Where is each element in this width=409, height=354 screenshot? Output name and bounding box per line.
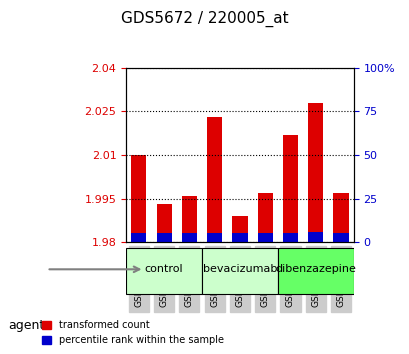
Bar [156,204,171,242]
Text: GDS5672 / 220005_at: GDS5672 / 220005_at [121,11,288,27]
Bar [156,233,171,242]
FancyBboxPatch shape [126,247,202,294]
Bar [131,155,146,242]
Bar [207,233,222,242]
Legend: transformed count, percentile rank within the sample: transformed count, percentile rank withi… [38,316,227,349]
Bar [257,233,272,242]
Bar [156,233,171,242]
Bar [232,216,247,242]
Bar [282,233,297,242]
Bar [308,232,323,242]
Bar [131,233,146,242]
Bar [308,103,323,242]
Bar [131,233,146,242]
Bar [308,232,323,242]
Bar [282,135,297,242]
Bar [207,233,222,242]
Bar [207,117,222,242]
Bar [181,196,196,242]
Bar [333,233,348,242]
Bar [181,233,196,242]
Bar [333,193,348,242]
Bar [333,233,348,242]
Text: bevacizumab: bevacizumab [202,264,276,274]
Bar [282,233,297,242]
Text: dibenzazepine: dibenzazepine [274,264,355,274]
FancyBboxPatch shape [202,247,277,294]
Bar [232,233,247,242]
Bar [181,233,196,242]
Text: agent: agent [8,319,44,332]
Bar [257,193,272,242]
Bar [257,233,272,242]
Text: control: control [144,264,183,274]
Bar [232,233,247,242]
FancyBboxPatch shape [277,247,353,294]
